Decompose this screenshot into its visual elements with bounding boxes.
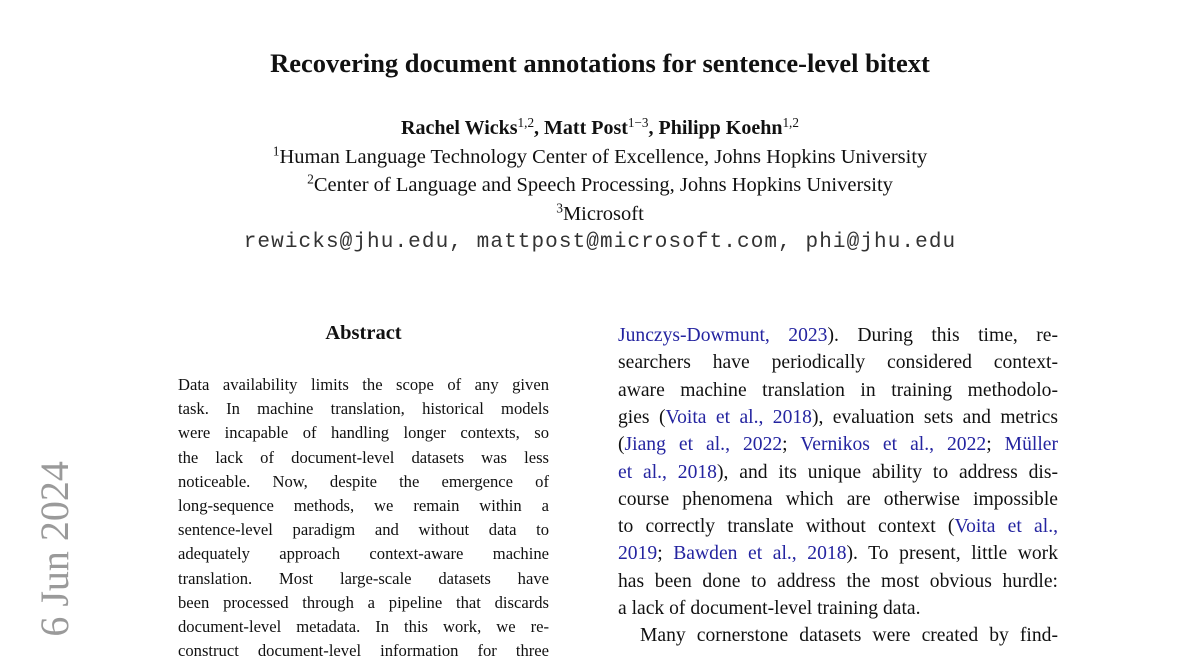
affiliation: 1Human Language Technology Center of Exc… <box>0 143 1200 169</box>
affiliation-mark: 1 <box>272 143 280 159</box>
text-line: (Jiang et al., 2022; Vernikos et al., 20… <box>618 431 1058 458</box>
citation-link[interactable]: Jiang et al., 2022 <box>624 434 783 456</box>
page: ] 6 Jun 2024 Recovering document annotat… <box>0 48 1200 661</box>
emails: rewicks@jhu.edu, mattpost@microsoft.com,… <box>243 231 957 254</box>
text: ; <box>986 434 1005 456</box>
abstract-line: the lack of document-level datasets was … <box>178 447 549 467</box>
affiliation-mark: 3 <box>556 200 563 216</box>
citation-link[interactable]: Voita et al., <box>954 516 1058 538</box>
abstract-line: translation. Most large-scale datasets h… <box>178 568 549 588</box>
text: has been done to address the most obviou… <box>618 570 1058 592</box>
text: ). To present, little work <box>846 543 1059 565</box>
citation-link[interactable]: 2019 <box>618 543 658 565</box>
text-line: course phenomena which are otherwise imp… <box>618 486 1058 513</box>
text: ), and its unique ability to address dis… <box>716 461 1058 483</box>
text: aware machine translation in training me… <box>618 379 1058 401</box>
affiliation-text: Center of Language and Speech Processing… <box>313 174 893 197</box>
text-line: et al., 2018), and its unique ability to… <box>618 459 1058 486</box>
citation-link[interactable]: Vernikos et al., 2022 <box>800 434 987 456</box>
citation-link[interactable]: Bawden et al., 2018 <box>673 543 847 565</box>
author-name: , Matt Post <box>534 117 628 139</box>
abstract-line: Data availability limits the scope of an… <box>178 375 549 394</box>
abstract-line: document-level metadata. In this work, w… <box>178 617 549 636</box>
text-line: has been done to address the most obviou… <box>618 568 1058 595</box>
text: ; <box>657 543 674 565</box>
affiliation-mark: 2 <box>307 171 314 187</box>
arxiv-stamp-area: ] 6 Jun 2024 <box>32 461 77 648</box>
affiliation: 2Center of Language and Speech Processin… <box>0 171 1200 197</box>
text-line: 2019; Bawden et al., 2018). To present, … <box>618 540 1058 567</box>
abstract-line: task. In machine translation, historical… <box>178 399 549 419</box>
text: gies ( <box>618 406 666 428</box>
text-line: gies (Voita et al., 2018), evaluation se… <box>618 404 1058 431</box>
abstract-line: noticeable. Now, despite the emergence o… <box>178 471 549 491</box>
text-line: aware machine translation in training me… <box>618 377 1058 404</box>
author-name: , Philipp Koehn <box>648 117 783 139</box>
text: ), evaluation sets and metrics <box>811 406 1058 428</box>
paper-title: Recovering document annotations for sent… <box>270 48 930 78</box>
text-line: searchers have periodically considered c… <box>618 349 1058 376</box>
authors: Rachel Wicks1,2, Matt Post1−3, Philipp K… <box>0 114 1200 140</box>
affiliation-text: Human Language Technology Center of Exce… <box>279 146 928 168</box>
abstract-line: were incapable of handling longer contex… <box>178 423 549 443</box>
text-line: Many cornerstone datasets were created b… <box>640 622 1058 649</box>
author-affil-mark: 1−3 <box>627 114 649 130</box>
text: course phenomena which are otherwise imp… <box>618 488 1058 510</box>
affiliation-text: Microsoft <box>562 202 644 225</box>
text: ; <box>782 434 801 456</box>
text: Many cornerstone datasets were created b… <box>640 625 1058 647</box>
citation-link[interactable]: Junczys-Dowmunt, 2023 <box>618 325 828 346</box>
citation-link[interactable]: Voita et al., 2018 <box>665 406 812 428</box>
abstract-line: construct document-level information for… <box>178 641 549 661</box>
author-affil-mark: 1,2 <box>517 114 535 130</box>
text: a lack of document-level training data. <box>618 598 921 619</box>
arxiv-stamp: ] 6 Jun 2024 <box>32 461 77 648</box>
text-line: Junczys-Dowmunt, 2023). During this time… <box>618 322 1058 349</box>
text: ). During this time, re- <box>827 325 1059 346</box>
text-line: to correctly translate without context (… <box>618 513 1058 540</box>
author-affil-mark: 1,2 <box>782 114 799 130</box>
text: to correctly translate without context ( <box>618 516 955 538</box>
abstract-line: long-sequence methods, we remain within … <box>178 496 549 515</box>
text-line: a lack of document-level training data. <box>618 595 1058 622</box>
abstract-line: sentence-level paradigm and without data… <box>178 520 549 540</box>
abstract-line: been processed through a pipeline that d… <box>178 592 549 612</box>
citation-link[interactable]: Müller <box>1004 434 1058 456</box>
affiliation: 3Microsoft <box>0 200 1200 226</box>
citation-link[interactable]: et al., 2018 <box>618 461 717 483</box>
text: searchers have periodically considered c… <box>618 352 1058 374</box>
text: ( <box>618 434 625 456</box>
abstract-heading: Abstract <box>325 322 402 344</box>
abstract-line: adequately approach context-aware machin… <box>178 544 549 564</box>
author-name: Rachel Wicks <box>401 117 518 139</box>
